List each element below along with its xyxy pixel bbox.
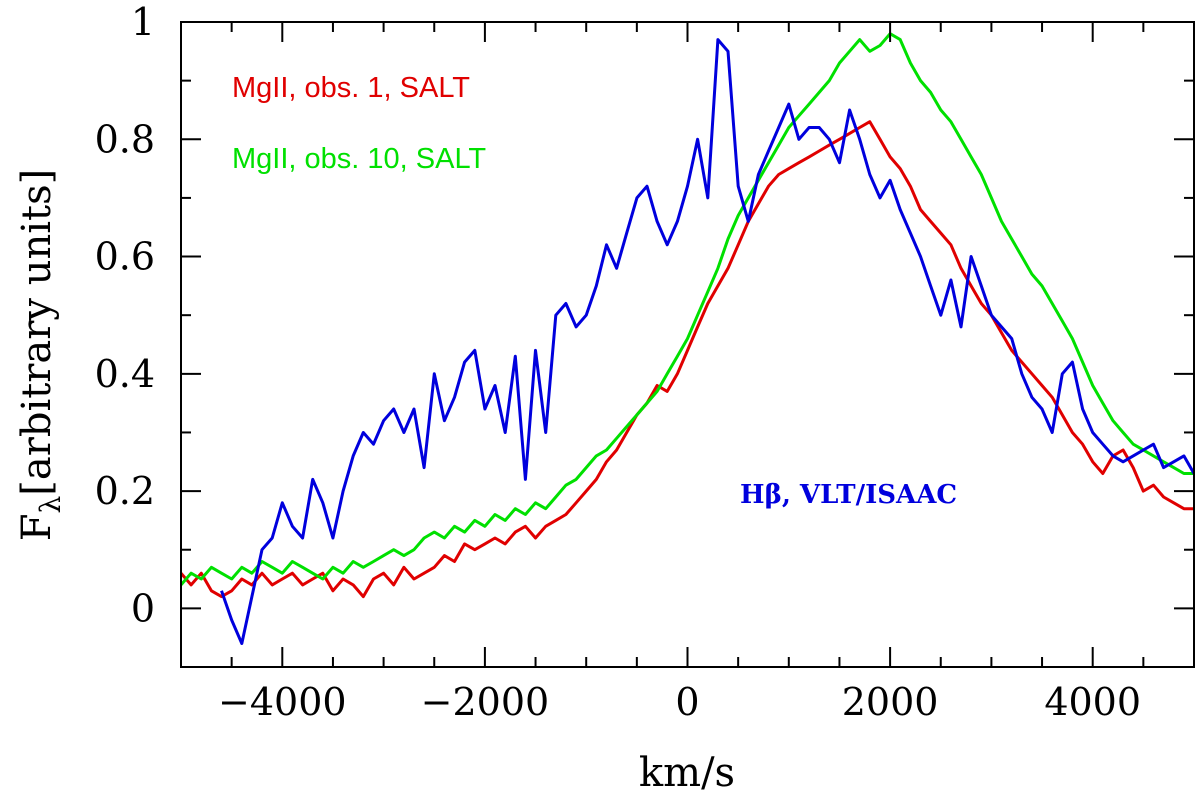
y-tick-label: 0.6	[95, 235, 155, 279]
y-tick-label: 0.8	[95, 117, 155, 161]
legend-entry-mgii-obs1: MgII, obs. 1, SALT	[232, 72, 470, 104]
y-tick-label: 1	[131, 0, 155, 44]
x-tick-label: 4000	[1044, 680, 1141, 724]
series-layer	[181, 32, 1194, 645]
series-line-mgii-obs10	[181, 32, 1194, 586]
x-tick-label: −4000	[218, 680, 347, 724]
y-tick-label: 0.4	[95, 352, 155, 396]
y-axis-title-subscript: λ	[34, 496, 67, 514]
y-axis-title-units: [arbitrary units]	[14, 169, 60, 496]
y-tick-label: 0	[131, 586, 155, 630]
y-tick-label: 0.2	[95, 469, 155, 513]
x-axis-title: km/s	[639, 750, 735, 796]
tick-labels-layer: −4000 −2000 0 2000 4000 0 0.2 0.4 0.6 0.8 1	[95, 0, 1141, 724]
series-line-hbeta	[220, 38, 1194, 645]
ticks-layer	[180, 21, 1195, 668]
legend-entry-mgii-obs10: MgII, obs. 10, SALT	[232, 143, 486, 175]
x-tick-label: −2000	[421, 680, 550, 724]
series-line-mgii-obs1	[181, 120, 1194, 599]
x-tick-label: 0	[675, 680, 699, 724]
plot-frame	[180, 21, 1195, 668]
y-axis-title: Fλ[arbitrary units]	[14, 169, 67, 542]
annotation-hbeta-vlt-isaac: Hβ, VLT/ISAAC	[740, 480, 957, 510]
y-axis-title-main: F	[14, 513, 60, 541]
x-tick-label: 2000	[842, 680, 939, 724]
